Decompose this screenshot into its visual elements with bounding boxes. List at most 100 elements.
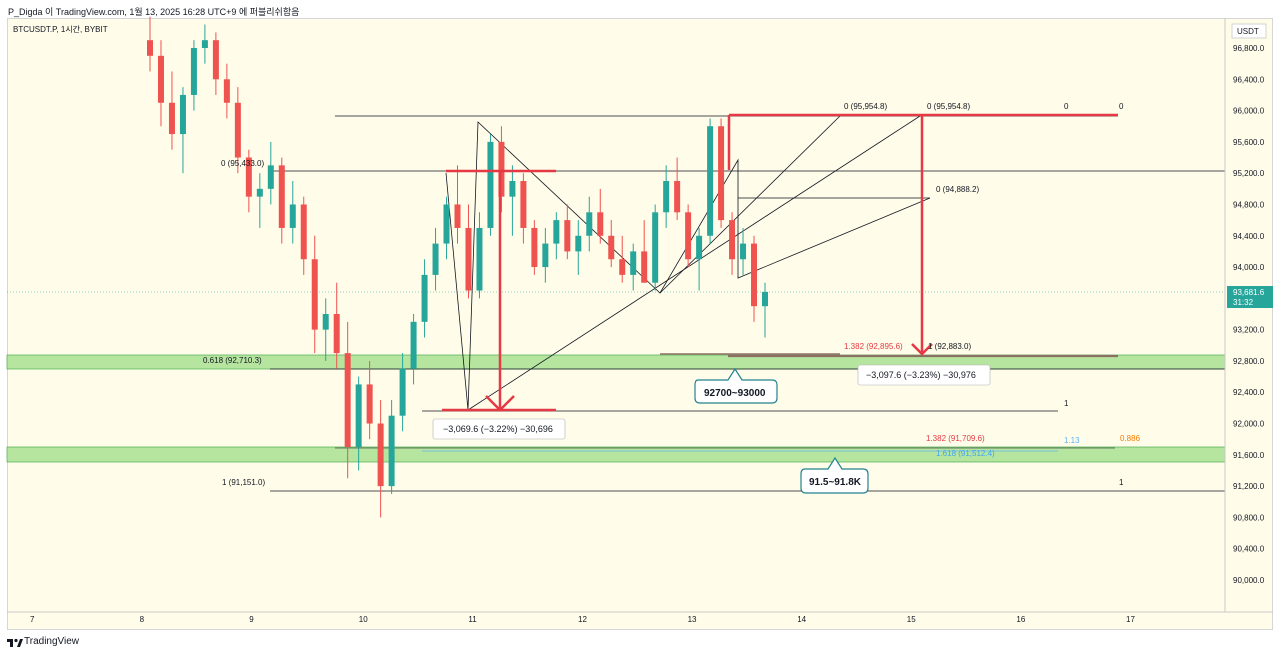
candle-down[interactable] [311, 259, 318, 330]
trendline-2[interactable] [659, 115, 841, 294]
label-edge-top-a: 0 [1064, 102, 1069, 111]
candle-down[interactable] [223, 79, 230, 103]
measure-box-left[interactable]: −3,069.6 (−3.22%) −30,696 [432, 418, 566, 440]
price-tick-label: 92,000.0 [1233, 420, 1265, 429]
candle-down[interactable] [674, 181, 681, 213]
time-axis[interactable]: 7 8 9 10 11 12 13 14 15 16 17 [30, 615, 1135, 624]
candle-down[interactable] [498, 141, 505, 197]
candle-up[interactable] [267, 165, 274, 189]
candle-down[interactable] [520, 181, 527, 228]
candle-up[interactable] [322, 314, 329, 330]
candle-up[interactable] [509, 181, 516, 197]
candle-down[interactable] [212, 40, 219, 80]
candle-down[interactable] [157, 55, 164, 103]
candle-up[interactable] [487, 141, 494, 228]
candle-down[interactable] [168, 102, 175, 135]
time-tick-label: 10 [359, 615, 368, 624]
label-level-91151: 1 (91,151.0) [222, 478, 265, 487]
candle-down[interactable] [454, 204, 461, 228]
publish-header: P_Digda 이 TradingView.com, 1월 13, 2025 1… [0, 0, 1280, 18]
candle-up[interactable] [696, 235, 703, 260]
candle-down[interactable] [147, 40, 153, 56]
candle-up[interactable] [630, 251, 637, 275]
label-edge-top-b: 0 [1119, 102, 1124, 111]
candle-down[interactable] [377, 423, 384, 487]
candle-down[interactable] [597, 212, 604, 236]
trendline-1[interactable] [467, 115, 921, 411]
candle-up[interactable] [388, 415, 395, 487]
candle-up[interactable] [355, 384, 362, 447]
candles-group [147, 16, 768, 518]
price-tick-label: 90,800.0 [1233, 513, 1265, 522]
candle-up[interactable] [289, 204, 296, 228]
target-arrow-left[interactable] [442, 169, 556, 412]
candle-up[interactable] [575, 235, 582, 252]
target-arrow-right[interactable] [727, 113, 1118, 356]
callout-92700-93000[interactable]: 92700~93000 [694, 367, 778, 404]
brand-name: TradingView [24, 636, 80, 647]
candle-down[interactable] [300, 204, 307, 260]
label-level-92896: 1.382 (92,895.6) [844, 342, 903, 351]
candle-down[interactable] [333, 314, 340, 354]
price-axis[interactable]: 96,800.0 96,400.0 96,000.0 95,600.0 95,200.0… [1233, 44, 1265, 585]
candle-up[interactable] [542, 243, 549, 268]
candle-down[interactable] [751, 243, 758, 307]
chart-frame[interactable] [7, 18, 1273, 630]
candle-up[interactable] [652, 212, 659, 283]
countdown-value: 31:32 [1233, 298, 1254, 307]
label-edge-low: 1 [1119, 478, 1124, 487]
candle-up[interactable] [740, 243, 747, 260]
label-ratio-a: 1.13 [1064, 436, 1080, 445]
price-tick-label: 92,400.0 [1233, 388, 1265, 397]
candle-down[interactable] [564, 220, 571, 252]
candle-down[interactable] [344, 353, 351, 447]
candle-up[interactable] [201, 40, 208, 48]
svg-text:92700~93000: 92700~93000 [704, 388, 766, 399]
candle-down[interactable] [608, 235, 615, 260]
time-tick-label: 17 [1126, 615, 1135, 624]
currency-label: USDT [1237, 27, 1259, 36]
candle-down[interactable] [465, 227, 472, 291]
price-tick-label: 91,200.0 [1233, 482, 1265, 491]
candle-up[interactable] [476, 227, 483, 291]
candle-down[interactable] [278, 165, 285, 228]
price-tick-label: 90,000.0 [1233, 576, 1265, 585]
candle-down[interactable] [366, 384, 373, 424]
candle-up[interactable] [663, 181, 670, 213]
price-tick-label: 91,600.0 [1233, 451, 1265, 460]
candle-down[interactable] [619, 259, 626, 275]
candle-down[interactable] [234, 102, 241, 158]
label-level-92710: 0.618 (92,710.3) [203, 356, 262, 365]
candle-up[interactable] [421, 274, 428, 322]
candle-up[interactable] [399, 368, 406, 416]
candle-down[interactable] [245, 157, 252, 197]
price-tick-label: 94,400.0 [1233, 232, 1265, 241]
label-level-91710: 1.382 (91,709.6) [926, 434, 985, 443]
candle-up[interactable] [179, 94, 186, 135]
candle-down[interactable] [729, 220, 736, 260]
candle-up[interactable] [256, 188, 263, 197]
candle-down[interactable] [685, 212, 692, 260]
currency-box[interactable] [1231, 23, 1267, 39]
time-tick-label: 12 [578, 615, 587, 624]
price-tick-label: 94,000.0 [1233, 263, 1265, 272]
candle-up[interactable] [190, 48, 197, 95]
tradingview-logo-icon [7, 638, 23, 647]
candle-down[interactable] [718, 126, 725, 221]
candle-down[interactable] [531, 227, 538, 268]
label-edge-mid: 1 [1064, 399, 1069, 408]
candle-up[interactable] [410, 321, 417, 369]
label-level-94888: 0 (94,888.2) [936, 185, 979, 194]
measure-box-right[interactable]: −3,097.6 (−3.23%) −30,976 [857, 364, 991, 386]
candle-down[interactable] [641, 251, 648, 283]
candle-up[interactable] [762, 291, 768, 307]
candle-up[interactable] [707, 126, 714, 236]
time-tick-label: 9 [249, 615, 254, 624]
candle-up[interactable] [586, 212, 593, 236]
callout-91-5-91-8k[interactable]: 91.5~91.8K [800, 456, 869, 494]
svg-text:91.5~91.8K: 91.5~91.8K [809, 477, 862, 488]
candle-up[interactable] [553, 220, 560, 244]
candle-up[interactable] [443, 204, 450, 244]
candle-up[interactable] [432, 243, 439, 275]
